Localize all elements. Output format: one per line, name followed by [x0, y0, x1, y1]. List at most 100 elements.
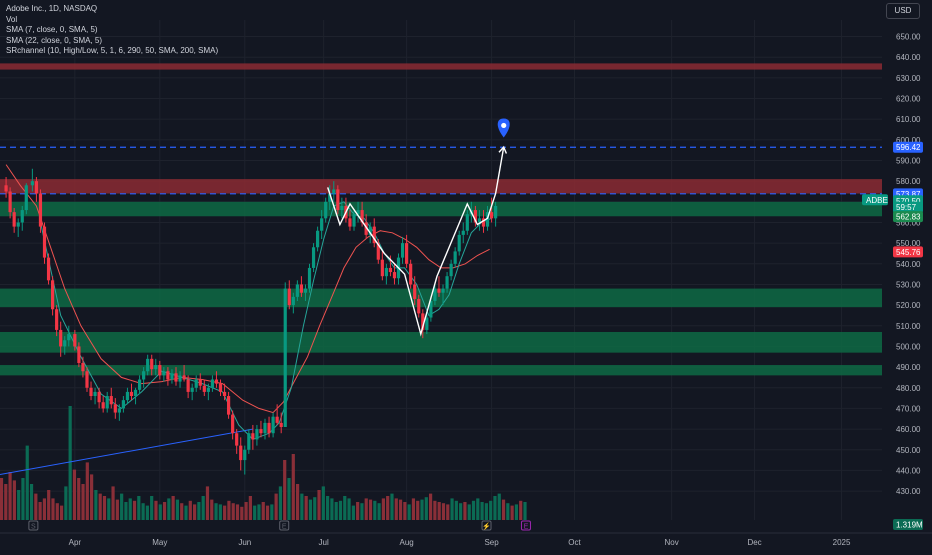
candle-body: [38, 193, 43, 227]
candle-body: [303, 288, 308, 293]
price-tick-label: 580.00: [896, 177, 921, 186]
price-tick-label: 610.00: [896, 115, 921, 124]
candle-body: [73, 334, 77, 347]
sr-zone: [0, 179, 882, 194]
candle-body: [174, 373, 178, 382]
price-tick-label: 480.00: [896, 384, 921, 393]
price-badge: [893, 211, 923, 223]
volume-bar: [210, 499, 214, 520]
volume-bar: [368, 499, 373, 520]
candle-body: [166, 371, 170, 380]
volume-bar: [137, 496, 141, 520]
sma7-line: [40, 201, 492, 440]
candle-body: [295, 284, 299, 297]
legend-sma7[interactable]: SMA (7, close, 0, SMA, 5): [6, 25, 98, 34]
volume-bar: [523, 502, 527, 520]
volume-bar: [124, 502, 128, 520]
volume-bar: [489, 500, 493, 520]
candle-body: [214, 379, 219, 384]
legend-symbol-title[interactable]: Adobe Inc., 1D, NASDAQ: [6, 4, 98, 13]
candle-body: [59, 329, 63, 347]
price-tick-label: 560.00: [896, 218, 921, 227]
candle-body: [494, 205, 498, 219]
time-tick-label: Nov: [664, 538, 678, 547]
volume-bar: [111, 486, 115, 520]
volume-bar: [248, 496, 252, 520]
volume-bar: [77, 478, 81, 520]
time-tick-label: Apr: [69, 538, 82, 547]
volume-bar: [317, 490, 321, 520]
trend-line: [0, 428, 253, 476]
candle-body: [481, 218, 486, 227]
volume-bar: [519, 500, 523, 520]
candle-body: [109, 396, 113, 405]
volume-bar: [351, 505, 355, 520]
volume-bar: [416, 500, 420, 520]
candle-body: [150, 358, 154, 370]
candle-body: [20, 210, 24, 223]
volume-bar: [51, 498, 55, 520]
volume-bar: [17, 490, 21, 520]
candle-body: [182, 375, 186, 380]
candle-body: [158, 365, 162, 376]
price-badge: [893, 141, 923, 153]
candle-body: [376, 243, 380, 260]
candle-body: [162, 371, 166, 376]
candle-body: [279, 422, 283, 428]
volume-bar: [283, 460, 287, 520]
legend-sma22[interactable]: SMA (22, close, 0, SMA, 5): [6, 35, 103, 45]
candle-body: [425, 317, 429, 330]
legend-volume[interactable]: Vol: [6, 14, 18, 24]
event-marker: [279, 520, 290, 531]
volume-bar: [270, 504, 274, 520]
candle-body: [320, 218, 324, 231]
candle-body: [429, 300, 433, 318]
volume-bar: [59, 505, 64, 520]
volume-bar: [72, 469, 77, 520]
candle-body: [55, 309, 59, 330]
candle-body: [453, 251, 457, 264]
ticker-tag-label: ADBE: [866, 196, 888, 205]
candle-body: [392, 272, 397, 279]
sr-zone: [0, 365, 882, 376]
candle-body: [67, 334, 71, 341]
price-badge-label: 545.76: [896, 248, 921, 257]
price-badge-label: 562.83: [896, 213, 921, 222]
candle-body: [142, 371, 146, 380]
volume-bar: [184, 505, 188, 520]
legend-srchannel[interactable]: SRchannel (10, High/Low, 5, 1, 6, 290, 5…: [6, 46, 219, 55]
volume-bar: [25, 445, 29, 520]
volume-bar: [128, 498, 132, 520]
candle-body: [113, 404, 117, 413]
volume-bar: [338, 500, 343, 520]
volume-badge: [893, 519, 923, 530]
volume-bar: [287, 478, 291, 520]
volume-bar: [411, 498, 416, 520]
candle-body: [336, 189, 340, 211]
price-tick-label: 510.00: [896, 322, 921, 331]
volume-bar: [274, 493, 278, 520]
candle-body: [433, 288, 437, 301]
candle-body: [226, 396, 231, 415]
currency-button[interactable]: USD: [886, 3, 920, 19]
candle-body: [311, 247, 316, 268]
candle-body: [4, 185, 8, 192]
volume-bar: [291, 454, 295, 520]
volume-bar: [476, 498, 480, 520]
volume-bar: [218, 504, 222, 520]
candle-body: [125, 391, 130, 401]
volume-bar: [0, 478, 4, 520]
candle-body: [81, 362, 85, 372]
volume-bar: [55, 503, 59, 520]
volume-bar: [253, 505, 257, 520]
candle-body: [291, 296, 295, 306]
candle-body: [283, 288, 287, 428]
time-tick-label: Sep: [484, 538, 499, 547]
volume-bar: [506, 503, 510, 520]
candle-body: [473, 210, 477, 223]
event-marker-label: S: [31, 524, 36, 531]
pattern-arrowhead: [498, 145, 508, 154]
